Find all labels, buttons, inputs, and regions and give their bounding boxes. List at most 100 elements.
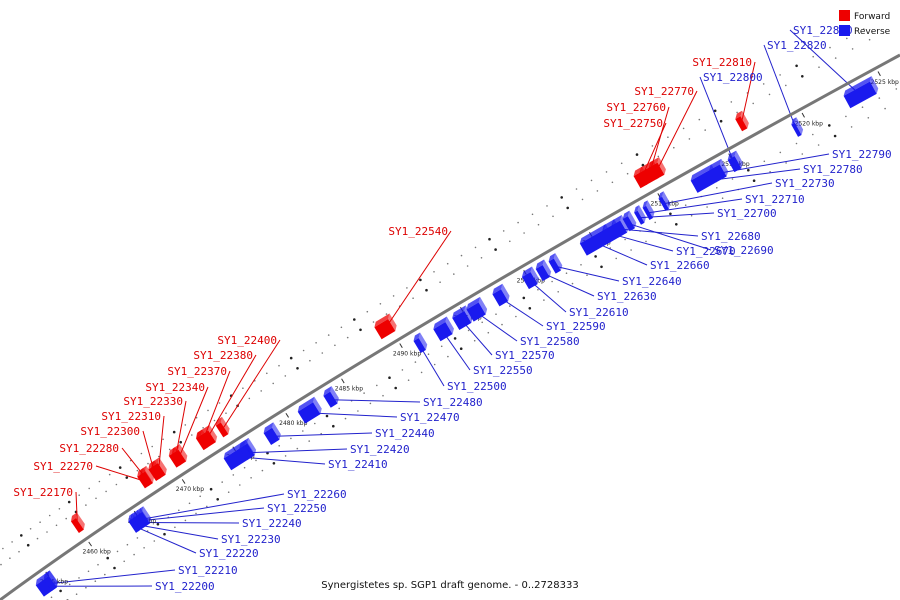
gene-label[interactable]: SY1_22200 <box>155 580 215 593</box>
gene-label[interactable]: SY1_22580 <box>520 335 580 348</box>
gene-label[interactable]: SY1_22470 <box>400 411 460 424</box>
gene-label[interactable]: SY1_22440 <box>375 427 435 440</box>
gene-SY1_22540[interactable] <box>374 313 397 340</box>
gene-label[interactable]: SY1_22780 <box>803 163 863 176</box>
gene-label[interactable]: SY1_22690 <box>714 244 774 257</box>
gene-SY1_22640[interactable] <box>548 253 563 274</box>
gene-SY1_22800[interactable] <box>727 150 743 173</box>
gene-front-face <box>140 471 153 487</box>
gene-label[interactable]: SY1_22270 <box>33 460 93 473</box>
gene-SY1_22210[interactable] <box>43 570 58 591</box>
gene-label[interactable]: SY1_22810 <box>692 56 752 69</box>
gene-label[interactable]: SY1_22590 <box>546 320 606 333</box>
gene-label[interactable]: SY1_22700 <box>717 207 777 220</box>
track-dot <box>669 212 672 216</box>
gene-SY1_22770[interactable] <box>648 157 666 180</box>
gene-SY1_22260[interactable] <box>138 506 152 526</box>
gene-label[interactable]: SY1_22820 <box>767 39 827 52</box>
track-dot <box>453 273 455 275</box>
gene-SY1_22730[interactable] <box>658 191 671 211</box>
gene-label[interactable]: SY1_22240 <box>242 517 302 530</box>
gene-label[interactable]: SY1_22550 <box>473 364 533 377</box>
gene-label[interactable]: SY1_22230 <box>221 533 281 546</box>
gene-front-face <box>263 427 280 445</box>
track-dot <box>453 337 457 340</box>
gene-label[interactable]: SY1_22730 <box>775 177 835 190</box>
leader-line <box>245 448 348 454</box>
gene-SY1_22470[interactable] <box>297 396 322 424</box>
gene-label[interactable]: SY1_22280 <box>59 442 119 455</box>
track-dot <box>762 83 765 85</box>
gene-front-face <box>727 156 742 173</box>
gene-label[interactable]: SY1_22410 <box>328 458 388 471</box>
gene-SY1_22680[interactable] <box>611 215 629 238</box>
gene-SY1_22280[interactable] <box>140 465 155 487</box>
gene-SY1_22810[interactable] <box>735 110 749 132</box>
gene-SY1_22700[interactable] <box>634 205 646 225</box>
gene-label[interactable]: SY1_22370 <box>167 365 227 378</box>
gene-SY1_22400[interactable] <box>215 416 230 438</box>
gene-label[interactable]: SY1_22210 <box>178 564 238 577</box>
gene-SY1_22480[interactable] <box>323 386 339 408</box>
gene-SY1_22340[interactable] <box>171 444 188 466</box>
track-dot <box>184 424 187 426</box>
gene-label[interactable]: SY1_22770 <box>634 85 694 98</box>
gene-label[interactable]: SY1_22420 <box>350 443 410 456</box>
gene-SY1_22170[interactable] <box>70 512 85 533</box>
gene-label[interactable]: SY1_22300 <box>80 425 140 438</box>
tick-label: 2460 kbp <box>83 549 111 556</box>
track-dot <box>0 563 2 566</box>
gene-label[interactable]: SY1_22670 <box>676 245 736 258</box>
track-dot <box>296 447 299 450</box>
gene-label[interactable]: SY1_22400 <box>217 334 277 347</box>
gene-SY1_22610[interactable] <box>521 266 540 290</box>
gene-SY1_22310[interactable] <box>151 457 167 480</box>
gene-label[interactable]: SY1_22340 <box>145 381 205 394</box>
gene-SY1_22820[interactable] <box>791 117 804 137</box>
track-dot <box>481 321 484 324</box>
track-dot <box>136 469 139 472</box>
gene-label[interactable]: SY1_22330 <box>123 395 183 408</box>
gene-SY1_22580[interactable] <box>466 296 488 322</box>
gene-label[interactable]: SY1_22220 <box>199 547 259 560</box>
gene-SY1_22690[interactable] <box>622 210 637 232</box>
gene-label[interactable]: SY1_22570 <box>495 349 555 362</box>
gene-SY1_22710[interactable] <box>642 200 655 220</box>
gene-SY1_22570[interactable] <box>452 305 473 331</box>
gene-label[interactable]: SY1_22250 <box>267 502 327 515</box>
gene-label[interactable]: SY1_22850 <box>793 24 853 37</box>
gene-label[interactable]: SY1_22760 <box>606 101 666 114</box>
gene-label[interactable]: SY1_22710 <box>745 193 805 206</box>
gene-label[interactable]: SY1_22500 <box>447 380 507 393</box>
gene-label[interactable]: SY1_22310 <box>101 410 161 423</box>
gene-label[interactable]: SY1_22380 <box>193 349 253 362</box>
track-dot <box>284 455 287 457</box>
gene-label[interactable]: SY1_22480 <box>423 396 483 409</box>
gene-label[interactable]: SY1_22610 <box>569 306 629 319</box>
track-dot <box>730 101 733 103</box>
track-dot <box>188 502 191 505</box>
gene-label[interactable]: SY1_22750 <box>603 117 663 130</box>
gene-side-face <box>794 117 804 135</box>
gene-side-face <box>208 424 218 443</box>
gene-label[interactable]: SY1_22660 <box>650 259 710 272</box>
gene-SY1_22440[interactable] <box>263 422 281 445</box>
gene-top-face <box>639 160 654 173</box>
gene-SY1_22850[interactable] <box>843 76 879 109</box>
gene-label[interactable]: SY1_22540 <box>388 225 448 238</box>
gene-SY1_22380[interactable] <box>196 424 218 450</box>
gene-label[interactable]: SY1_22790 <box>832 148 892 161</box>
gene-label[interactable]: SY1_22800 <box>703 71 763 84</box>
track-dot <box>242 387 244 390</box>
gene-label[interactable]: SY1_22640 <box>622 275 682 288</box>
gene-label[interactable]: SY1_22260 <box>287 488 347 501</box>
gene-SY1_22630[interactable] <box>535 259 552 282</box>
gene-label[interactable]: SY1_22630 <box>597 290 657 303</box>
gene-SY1_22550[interactable] <box>433 316 454 342</box>
gene-SY1_22790[interactable] <box>709 158 729 183</box>
gene-SY1_22420[interactable] <box>239 439 254 461</box>
gene-SY1_22590[interactable] <box>492 283 510 307</box>
gene-label[interactable]: SY1_22170 <box>13 486 73 499</box>
gene-label[interactable]: SY1_22680 <box>701 230 761 243</box>
gene-SY1_22500[interactable] <box>413 332 428 354</box>
